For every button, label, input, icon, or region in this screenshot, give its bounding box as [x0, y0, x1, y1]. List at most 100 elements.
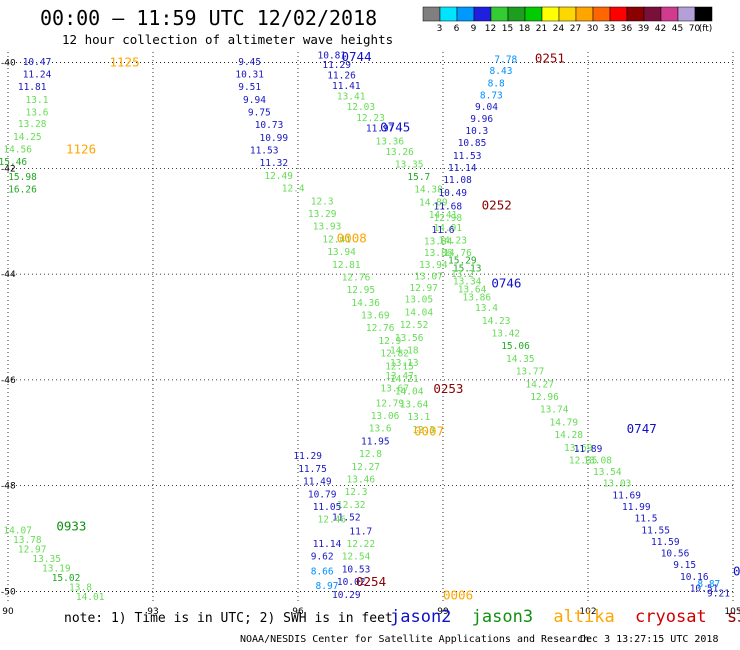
pass-time-label: 0251 — [535, 51, 565, 66]
wave-height-point: 14.56 — [3, 144, 32, 155]
wave-height-point: 12.15 — [385, 361, 414, 372]
wave-height-point: 13.56 — [395, 333, 424, 344]
wave-height-point: 12.03 — [347, 102, 376, 113]
wave-height-point: 13.19 — [42, 563, 71, 574]
wave-height-point: 12.27 — [351, 462, 380, 473]
wave-height-point: 12.54 — [342, 552, 371, 563]
chart-title: 00:00 – 11:59 UTC 12/02/2018 — [40, 6, 378, 30]
colorbar-label: 30 — [587, 24, 599, 32]
wave-height-point: 15.29 — [448, 256, 477, 267]
colorbar-label: 9 — [471, 24, 477, 32]
wave-height-point: 10.3 — [465, 126, 488, 137]
wave-height-point: 14.07 — [3, 525, 32, 536]
wave-height-point: 7.78 — [494, 55, 517, 66]
wave-height-point: 11.41 — [332, 81, 361, 92]
wave-height-point: 12.98 — [434, 213, 463, 224]
footnote: note: 1) Time is in UTC; 2) SWH is in fe… — [64, 611, 393, 626]
wave-height-point: 14.28 — [554, 430, 583, 441]
wave-height-point: 15.06 — [501, 341, 530, 352]
colorbar-label: 33 — [604, 24, 615, 32]
wave-height-point: 9.75 — [248, 107, 271, 118]
wave-height-point: 15.13 — [453, 263, 482, 274]
wave-height-point: 12.49 — [264, 171, 293, 182]
wave-height-point: 12.82 — [380, 349, 409, 360]
wave-height-point: 12.22 — [347, 539, 376, 550]
wave-height-point: 14.35 — [506, 354, 535, 365]
wave-height-point: 12.79 — [376, 398, 405, 409]
wave-height-point: 13.46 — [347, 474, 376, 485]
pass-time-label: 0745 — [380, 119, 410, 134]
wave-height-point: 14.27 — [525, 379, 554, 390]
wave-height-point: 11.24 — [23, 69, 52, 80]
wave-height-point: 12.76 — [366, 323, 395, 334]
wave-height-point: 13.1 — [26, 95, 49, 106]
wave-height-point: 13.78 — [13, 535, 42, 546]
wave-height-point: 13.54 — [593, 467, 622, 478]
wave-height-point: 11.55 — [641, 525, 670, 536]
lon-tick-label: 102 — [579, 607, 596, 617]
wave-height-point: 13.69 — [361, 311, 390, 322]
wave-height-point: 11.68 — [434, 202, 463, 213]
colorbar-label: 24 — [553, 24, 565, 32]
colorbar-label: 18 — [519, 24, 531, 32]
lat-tick-label: -46 — [1, 376, 16, 386]
wave-height-point: 13.64 — [400, 399, 429, 410]
wave-height-point: 12.4 — [282, 184, 305, 195]
wave-height-point: 13.42 — [492, 329, 521, 340]
wave-height-point: 13.06 — [371, 411, 400, 422]
wave-height-point: 13.94 — [419, 260, 448, 271]
wave-height-point: 10.53 — [342, 564, 371, 575]
lon-tick-label: 105 — [724, 607, 740, 617]
wave-height-point: 10.85 — [458, 138, 487, 149]
colorbar-label: 6 — [454, 24, 460, 32]
wave-height-point: 12.3 — [345, 487, 368, 498]
lon-tick-label: 93 — [147, 607, 158, 617]
wave-height-point: 12.8 — [359, 449, 382, 460]
pass-time-label: 0252 — [482, 198, 512, 213]
wave-height-point: 12.41 — [322, 234, 351, 245]
wave-height-point: 13.08 — [583, 455, 612, 466]
wave-height-point: 13.4 — [475, 303, 498, 314]
wave-height-point: 11.5 — [635, 514, 658, 525]
wave-height-point: 11.08 — [443, 175, 472, 186]
wave-height-point: 11.14 — [448, 163, 477, 174]
wave-height-point: 13.35 — [32, 554, 61, 565]
wave-height-point: 13.77 — [516, 367, 545, 378]
legend-altika: altika — [553, 607, 615, 627]
wave-height-point: 14.23 — [482, 316, 511, 327]
wave-height-point: 13.67 — [380, 384, 409, 395]
colorbar-label: 42 — [655, 24, 666, 32]
wave-height-point: 11.89 — [574, 444, 603, 455]
wave-height-point: 14.25 — [13, 132, 42, 143]
wave-height-point: 13.26 — [385, 147, 414, 158]
wave-height-point: 13.35 — [395, 159, 424, 170]
wave-height-point: 13.8 — [69, 582, 92, 593]
wave-height-point: 11.53 — [453, 151, 482, 162]
wave-height-point: 11.52 — [332, 513, 361, 524]
wave-height-point: 13.2 — [451, 269, 474, 280]
wave-height-point: 8.8 — [488, 78, 505, 89]
colorbar-label: 12 — [485, 24, 496, 32]
lon-tick-label: 90 — [2, 607, 14, 617]
wave-height-point: 10.16 — [680, 572, 709, 583]
wave-height-point: 13.36 — [376, 137, 405, 148]
lat-tick-label: -44 — [1, 270, 16, 280]
pass-time-label: 0 — [733, 564, 740, 579]
wave-height-point: 14.38 — [414, 185, 443, 196]
wave-height-point: 14.79 — [550, 417, 579, 428]
wave-height-point: 9.04 — [475, 102, 498, 113]
wave-height-point: 14.23 — [438, 235, 467, 246]
pass-time-label: 1125 — [110, 54, 140, 69]
wave-height-point: 15.98 — [8, 172, 37, 183]
wave-height-point: 8.73 — [480, 91, 503, 102]
wave-height-point: 13.69 — [564, 443, 593, 454]
footer-date: Dec 3 13:27:15 UTC 2018 — [580, 634, 719, 645]
wave-height-point: 12.9 — [378, 336, 401, 347]
legend-jason3: jason3 — [471, 607, 534, 627]
wave-height-point: 12.3 — [412, 425, 435, 436]
wave-height-point: 10.51 — [690, 583, 719, 594]
pass-time-label: 0254 — [356, 574, 386, 589]
wave-height-point: 11.7 — [349, 526, 372, 537]
wave-height-point: 11.26 — [327, 70, 356, 81]
